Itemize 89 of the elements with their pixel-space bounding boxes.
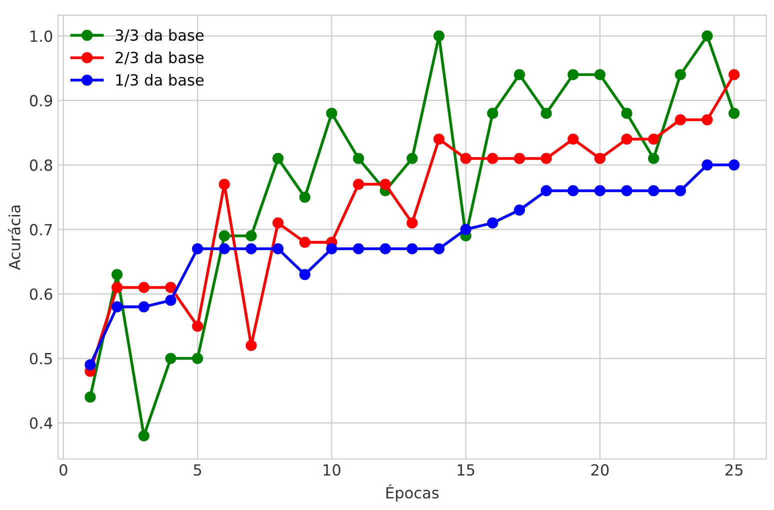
point [728,159,740,170]
point [112,301,123,312]
point [433,243,445,254]
point [246,230,257,242]
legend-label: 1/3 da base [116,74,204,87]
point [460,224,472,235]
point [380,178,391,190]
point [568,134,579,145]
point [326,243,338,254]
x-axis-title: Épocas [386,484,439,502]
point [540,185,552,196]
point [218,230,230,242]
y-tick-label: 0.4 [30,417,52,429]
point [246,243,257,254]
point [192,243,204,254]
y-tick-label: 1.0 [30,30,52,42]
point [299,269,310,280]
y-tick-label: 0.8 [30,159,52,171]
point [433,134,445,145]
point [165,294,176,306]
point [112,282,123,294]
point [380,243,391,254]
x-tick-label: 10 [324,464,340,476]
y-tick-label: 0.5 [30,352,52,364]
x-tick-label: 0 [60,464,68,476]
point [299,236,310,248]
point [433,30,445,42]
y-tick-label: 0.6 [30,288,52,300]
point [540,152,552,164]
point [594,152,606,164]
point [702,30,713,42]
point [460,152,472,164]
point [272,243,284,254]
point [568,69,579,80]
point [218,178,230,190]
legend-label: 3/3 da base [116,29,204,42]
point [352,243,364,254]
point [192,352,204,364]
point [728,69,740,80]
point [540,108,552,119]
point [487,217,498,229]
point [218,243,230,254]
point [674,69,686,80]
point [514,204,526,216]
x-tick-label: 25 [725,464,742,476]
y-tick-label: 0.9 [30,94,52,106]
point [246,340,257,352]
point [299,192,310,203]
point [165,352,176,364]
y-tick-label: 0.7 [30,224,52,236]
point [406,217,418,229]
point [594,185,606,196]
point [352,152,364,164]
point [594,69,606,80]
point [326,108,338,119]
x-tick-label: 15 [458,464,474,476]
point [352,178,364,190]
point [84,392,96,403]
point [272,152,284,164]
point [165,282,176,294]
point [621,185,632,196]
point [674,185,686,196]
point [112,269,123,280]
point [138,282,150,294]
x-tick-label: 20 [591,464,609,476]
point [138,430,150,442]
point [648,185,660,196]
point [674,114,686,126]
point [621,134,632,145]
point [514,152,526,164]
x-tick-label: 5 [194,464,202,476]
point [138,301,150,312]
point [621,108,632,119]
point [84,359,96,370]
point [728,108,740,119]
point [487,108,498,119]
point [648,134,660,145]
point [648,152,660,164]
point [702,159,713,170]
legend-label: 2/3 da base [116,51,204,64]
y-axis-title: Acurácia [8,206,20,270]
point [702,114,713,126]
point [406,152,418,164]
point [272,217,284,229]
point [568,185,579,196]
point [192,320,204,332]
point [406,243,418,254]
point [487,152,498,164]
point [514,69,526,80]
